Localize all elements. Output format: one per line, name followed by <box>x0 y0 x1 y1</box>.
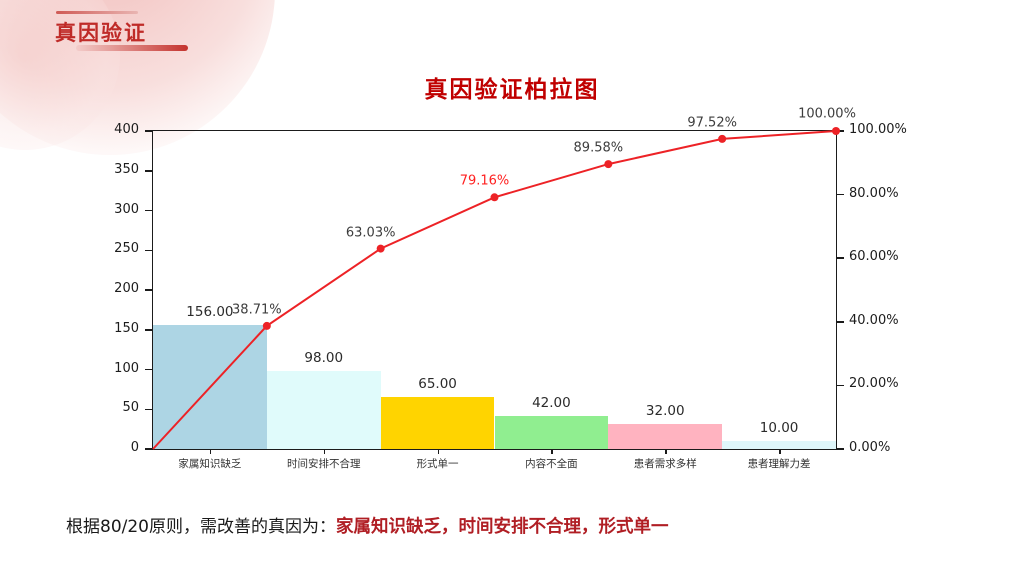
pct-axis-tick <box>836 321 844 323</box>
conclusion-highlight: 家属知识缺乏，时间安排不合理，形式单一 <box>336 517 669 537</box>
header-top-line <box>56 11 138 14</box>
x-axis-tick <box>437 449 440 454</box>
y-axis-tick <box>145 368 153 371</box>
cumulative-line-marker <box>376 244 385 253</box>
cumulative-pct-label: 97.52% <box>687 115 737 131</box>
x-axis-category-label: 形式单一 <box>416 458 459 470</box>
bar-value-label: 42.00 <box>532 394 571 411</box>
x-axis-category-label: 患者理解力差 <box>747 458 811 470</box>
cumulative-pct-label: 38.71% <box>232 302 282 318</box>
y-axis-tick-label: 400 <box>114 122 139 137</box>
y-axis-tick-label: 150 <box>114 320 139 336</box>
bar-内容不全面 <box>494 415 609 449</box>
pct-axis-tick <box>836 130 844 132</box>
pct-axis-tick <box>836 448 844 450</box>
conclusion-text: 根据80/20原则，需改善的真因为：家属知识缺乏，时间安排不合理，形式单一 <box>66 512 669 538</box>
y-axis-tick-label: 300 <box>114 201 139 217</box>
x-axis-category-label: 内容不全面 <box>525 458 578 470</box>
bar-形式单一 <box>380 397 495 449</box>
x-axis-tick <box>665 449 667 454</box>
y-axis-tick-label: 200 <box>114 281 139 296</box>
y-axis-tick-label: 50 <box>122 400 139 416</box>
pct-axis-tick-label: 0.00% <box>849 440 891 455</box>
pct-axis-tick-label: 20.00% <box>849 376 899 392</box>
x-axis-tick <box>323 449 326 454</box>
page-title: 真因验证 <box>55 21 147 45</box>
bar-value-label: 10.00 <box>759 420 799 437</box>
y-axis-tick <box>145 448 153 450</box>
cumulative-line-marker <box>262 321 271 330</box>
pct-axis-tick-label: 40.00% <box>849 312 899 328</box>
x-axis-category-label: 患者需求多样 <box>633 458 697 470</box>
bar-患者需求多样 <box>608 423 723 449</box>
cumulative-pct-label: 79.16% <box>459 173 510 189</box>
y-axis-tick <box>145 408 153 410</box>
pct-axis-tick <box>836 193 844 196</box>
y-axis-tick <box>145 209 153 212</box>
bar-value-label: 156.00 <box>186 303 234 320</box>
y-axis-tick <box>145 130 153 132</box>
y-axis-tick-label: 0 <box>130 440 139 455</box>
y-axis-tick <box>145 170 153 172</box>
y-axis-tick-label: 250 <box>114 241 139 257</box>
pct-axis-tick <box>836 384 844 387</box>
x-axis-category-label: 时间安排不合理 <box>286 458 361 470</box>
pct-axis-tick-label: 100.00% <box>849 122 907 137</box>
cumulative-pct-label: 100.00% <box>798 106 856 122</box>
cumulative-pct-label: 89.58% <box>573 140 624 156</box>
bar-value-label: 98.00 <box>304 350 344 367</box>
pct-axis-tick-label: 60.00% <box>849 249 899 265</box>
pct-axis-tick-label: 80.00% <box>849 185 899 201</box>
cumulative-pct-label: 63.03% <box>345 225 396 241</box>
x-axis-category-label: 家属知识缺乏 <box>178 458 242 470</box>
y-axis-tick-label: 100 <box>114 360 139 376</box>
conclusion-prefix: 根据80/20原则，需改善的真因为： <box>66 517 336 537</box>
pareto-chart-plot-area: 156.00 家属知识缺乏 98.00 时间安排不合理 65.00 形式单一 42.00 内容… <box>114 107 907 471</box>
x-axis-tick <box>779 449 781 454</box>
y-axis-tick <box>145 329 153 331</box>
bar-value-label: 32.00 <box>645 402 685 419</box>
cumulative-line-marker <box>490 193 499 202</box>
cumulative-line <box>152 127 840 450</box>
header-underline <box>76 45 188 51</box>
bar-value-label: 65.00 <box>418 376 457 393</box>
x-axis-tick <box>551 449 553 454</box>
y-axis-tick-label: 350 <box>114 161 139 177</box>
x-axis-tick <box>209 449 212 454</box>
cumulative-line-marker <box>604 160 613 169</box>
bar-患者理解力差 <box>722 441 836 449</box>
bar-时间安排不合理 <box>266 371 381 449</box>
chart-title: 真因验证柏拉图 <box>424 77 600 103</box>
cumulative-line-marker <box>718 134 727 143</box>
y-axis-tick <box>145 249 153 251</box>
cumulative-line-marker <box>832 127 840 135</box>
y-axis-tick <box>145 289 153 291</box>
pct-axis-tick <box>836 257 844 259</box>
